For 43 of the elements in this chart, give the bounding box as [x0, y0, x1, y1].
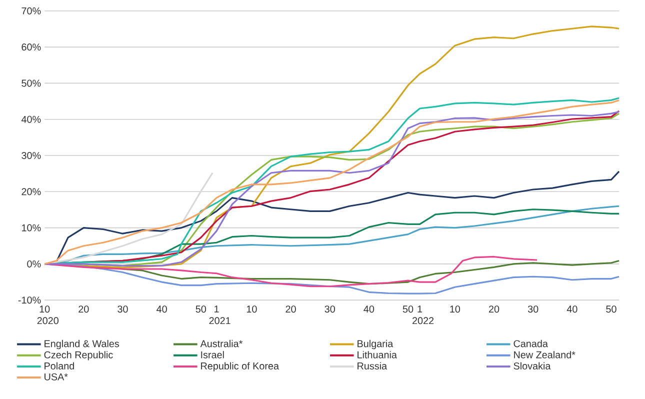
x-tick-label: 50 — [402, 306, 414, 313]
line-series — [44, 256, 538, 288]
legend-label: Poland — [44, 362, 74, 370]
text: 2021 — [209, 317, 230, 324]
x-tick-label: 20 — [78, 306, 89, 313]
x-tick-label: 50 — [606, 306, 616, 313]
y-tick-label: 40% — [21, 116, 41, 123]
x-tick-label: 40 — [156, 306, 167, 313]
legend-label: Czech Republic — [44, 350, 113, 360]
legend-label: Republic of Korea — [201, 362, 279, 372]
legend-label: New Zealand* — [514, 350, 576, 358]
x-tick-label: 30 — [118, 306, 128, 313]
x-tick-label: 10 — [450, 306, 460, 313]
x-tick-label: 20 — [286, 306, 296, 313]
y-tick-label: 20% — [22, 188, 41, 196]
y-tick-label: 30% — [22, 152, 41, 159]
x-tick-label: 1 — [418, 306, 422, 312]
legend-label: Canada — [514, 340, 548, 348]
legend-label: England & Wales — [44, 340, 120, 350]
legend-label: Slovakia — [514, 362, 551, 370]
y-tick-label: 70% — [22, 7, 41, 14]
y-tick-label: 60% — [22, 43, 41, 50]
legend-label: Lithuania — [358, 350, 397, 358]
y-tick-label: 50% — [22, 80, 41, 87]
y-tick-label: 0% — [27, 260, 41, 268]
legend-label: Israel — [201, 350, 224, 358]
x-tick-label: 20 — [488, 306, 500, 313]
x-tick-label: 50 — [196, 306, 206, 313]
legend-label: Bulgaria — [358, 340, 394, 350]
x-tick-label: 30 — [324, 306, 335, 313]
x-tick-label: 10 — [40, 306, 50, 313]
x-tick-label: 30 — [528, 306, 538, 313]
text: 2020 — [37, 317, 58, 324]
x-tick-label: 1 — [214, 306, 219, 312]
x-tick-label: 40 — [566, 306, 578, 313]
x-tick-label: 40 — [364, 306, 374, 313]
legend-label: Australia* — [200, 340, 242, 348]
y-tick-label: -10% — [18, 296, 41, 304]
x-tick-label: 10 — [246, 306, 257, 313]
y-tick-label: 10% — [22, 224, 41, 232]
legend-label: Russia — [358, 362, 388, 370]
text: 2022 — [412, 317, 434, 324]
legend-label: USA* — [44, 373, 68, 380]
